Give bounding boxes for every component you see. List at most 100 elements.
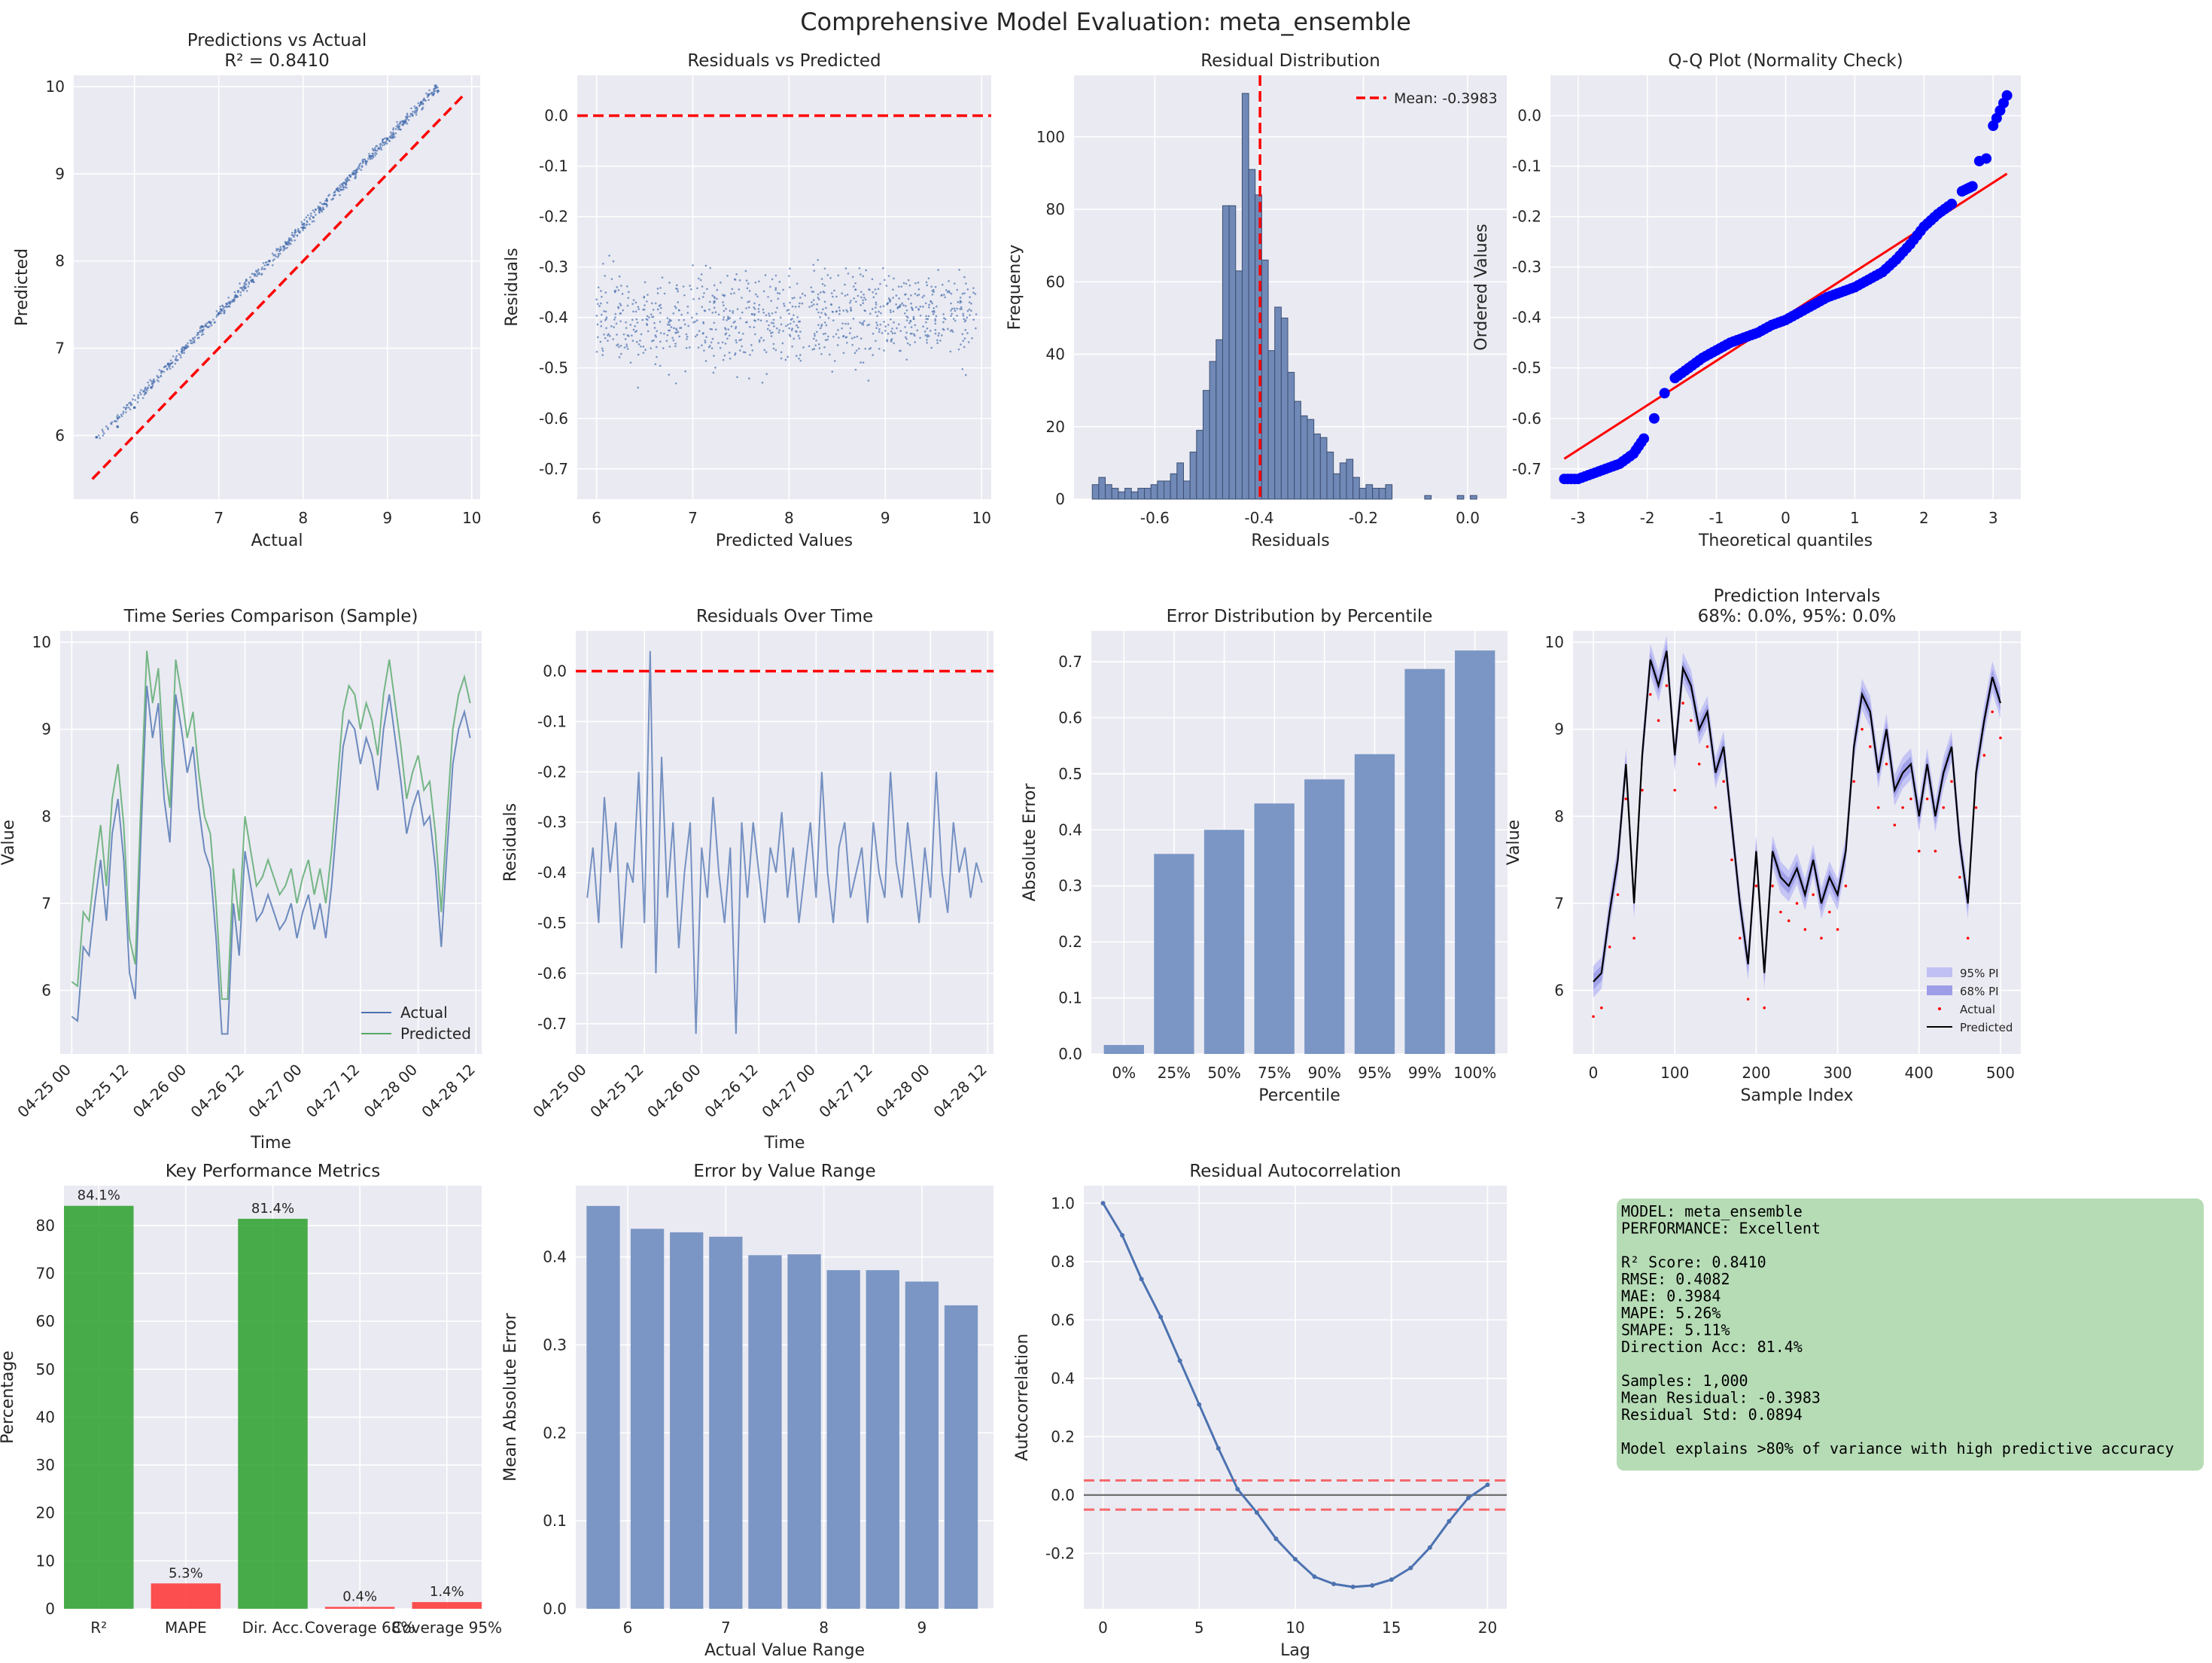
scatter-dot — [701, 344, 703, 347]
scatter-dot — [392, 126, 395, 129]
hist-bar — [1150, 484, 1158, 500]
scatter-dot — [968, 308, 971, 311]
scatter-dot — [614, 289, 617, 292]
actual-point — [1771, 885, 1774, 888]
scatter-dot — [758, 340, 761, 343]
scatter-dot — [802, 346, 805, 349]
actual-point — [1893, 824, 1897, 827]
scatter-dot — [116, 416, 118, 419]
actual-point — [1592, 1015, 1595, 1019]
scatter-dot — [683, 323, 686, 326]
scatter-dot — [263, 264, 266, 267]
acf-point — [1254, 1510, 1259, 1515]
scatter-dot — [917, 282, 920, 284]
y-axis-label: Mean Absolute Error — [501, 1312, 520, 1482]
scatter-dot — [727, 315, 729, 318]
x-tick-label: 9 — [382, 509, 392, 527]
scatter-dot — [656, 288, 659, 290]
axes-title: Time Series Comparison (Sample) — [123, 607, 418, 626]
scatter-dot — [706, 288, 708, 291]
scatter-dot — [701, 332, 704, 335]
scatter-dot — [688, 346, 691, 349]
scatter-dot — [696, 334, 698, 337]
scatter-dot — [619, 352, 622, 355]
bar — [709, 1236, 743, 1609]
scatter-dot — [854, 368, 857, 371]
scatter-dot — [143, 389, 146, 391]
hist-bar — [1098, 477, 1106, 500]
actual-point — [1681, 702, 1684, 705]
scatter-dot — [280, 248, 282, 250]
scatter-dot — [890, 330, 893, 333]
scatter-dot — [263, 267, 266, 270]
scatter-dot — [637, 343, 640, 346]
scatter-dot — [325, 198, 328, 201]
scatter-dot — [286, 246, 288, 249]
scatter-dot — [905, 309, 908, 312]
scatter-dot — [190, 342, 193, 345]
scatter-dot — [175, 357, 177, 359]
scatter-dot — [208, 321, 210, 323]
scatter-dot — [423, 97, 425, 100]
scatter-dot — [908, 284, 911, 287]
scatter-dot — [614, 316, 616, 318]
scatter-dot — [891, 327, 893, 330]
scatter-dot — [620, 285, 622, 287]
axes-title: Residuals vs Predicted — [687, 51, 881, 71]
y-tick-label: 40 — [36, 1408, 55, 1426]
scatter-dot — [909, 320, 912, 322]
scatter-dot — [730, 325, 733, 327]
scatter-dot — [811, 304, 813, 307]
bar — [238, 1218, 308, 1609]
scatter-dot — [650, 302, 653, 305]
scatter-dot — [227, 301, 230, 304]
reference-line — [91, 94, 464, 480]
scatter-dot — [772, 347, 775, 350]
scatter-dot — [812, 263, 815, 267]
actual-point — [1754, 885, 1758, 888]
scatter-dot — [804, 294, 806, 297]
scatter-dot — [791, 305, 794, 308]
scatter-dot — [819, 327, 822, 330]
scatter-dot — [595, 315, 598, 317]
scatter-dot — [278, 250, 281, 252]
scatter-dot — [667, 329, 670, 332]
y-tick-label: -0.2 — [1045, 1544, 1075, 1562]
scatter-dot — [309, 223, 311, 226]
scatter-dot — [406, 114, 409, 117]
scatter-dot — [833, 360, 836, 362]
scatter-dot — [642, 309, 644, 311]
scatter-dot — [349, 175, 352, 178]
scatter-dot — [618, 356, 621, 358]
scatter-dot — [710, 347, 713, 349]
scatter-dot — [704, 340, 707, 342]
scatter-dot — [725, 307, 727, 310]
scatter-dot — [753, 319, 756, 321]
actual-point — [1714, 806, 1718, 809]
scatter-dot — [656, 355, 658, 358]
scatter-point — [200, 324, 204, 328]
scatter-dot — [897, 285, 900, 288]
scatter-dot — [303, 222, 306, 225]
scatter-dot — [663, 292, 666, 295]
qq-point — [1981, 153, 1992, 164]
scatter-dot — [765, 351, 768, 354]
scatter-dot — [950, 309, 952, 312]
hist-bar — [1333, 473, 1340, 500]
scatter-dot — [233, 297, 236, 299]
actual-point — [1624, 797, 1628, 800]
scatter-dot — [742, 351, 745, 354]
actual-point — [1876, 806, 1880, 809]
plot-area — [1091, 631, 1508, 1054]
scatter-dot — [770, 332, 772, 334]
scatter-dot — [410, 107, 412, 110]
scatter-dot — [944, 296, 946, 299]
scatter-dot — [340, 183, 343, 185]
scatter-dot — [653, 327, 656, 329]
y-tick-label: 0.4 — [1051, 1369, 1075, 1387]
scatter-dot — [942, 328, 945, 331]
scatter-dot — [695, 312, 698, 315]
scatter-dot — [251, 273, 254, 276]
bar — [1304, 779, 1345, 1054]
